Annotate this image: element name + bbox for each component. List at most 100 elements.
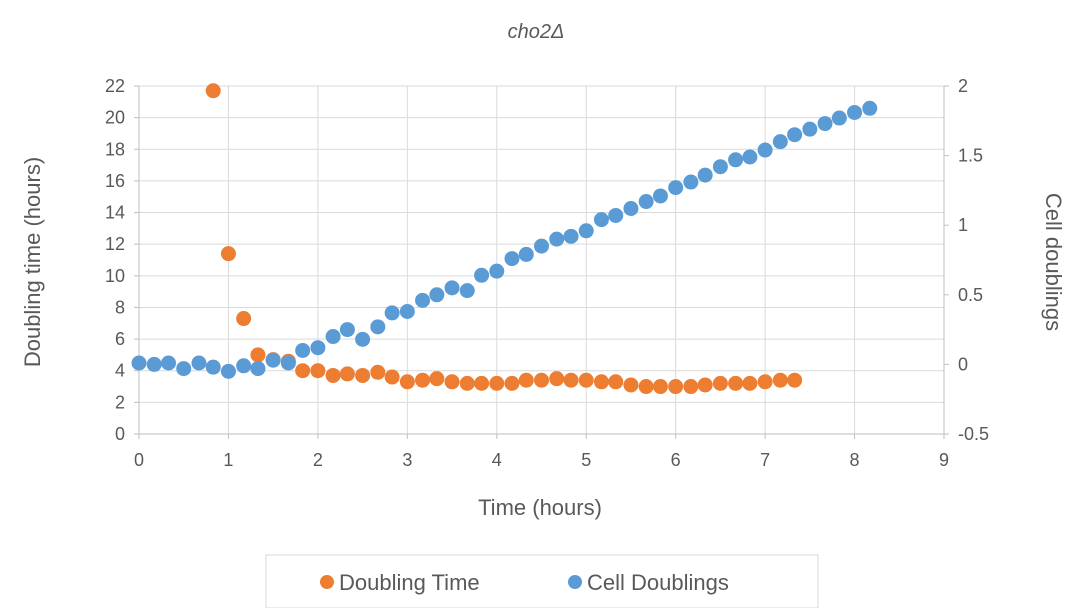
x-tick-label: 0 — [134, 450, 144, 470]
cell-doublings-point — [131, 355, 147, 371]
x-tick-label: 1 — [223, 450, 233, 470]
doubling-time-point — [712, 375, 728, 391]
doubling-time-point — [534, 372, 549, 388]
doubling-time-point — [772, 372, 788, 388]
cell-doublings-point — [549, 231, 565, 247]
doubling-time-point — [205, 83, 221, 99]
cell-doublings-point — [668, 180, 684, 196]
doubling-time-point — [757, 374, 773, 390]
series-doubling-time — [205, 83, 803, 395]
doubling-time-point — [638, 379, 654, 395]
y-tick-label: 2 — [115, 392, 125, 412]
y-tick-label: 20 — [105, 108, 125, 128]
doubling-time-point — [250, 347, 266, 363]
doubling-time-point — [474, 375, 490, 391]
cell-doublings-point — [712, 159, 728, 175]
cell-doublings-point — [504, 251, 520, 267]
cell-doublings-point — [787, 127, 803, 143]
cell-doublings-point — [444, 280, 460, 296]
x-axis-label: Time (hours) — [478, 495, 602, 520]
doubling-time-point — [563, 372, 579, 388]
series-layer — [131, 83, 878, 395]
doubling-time-point — [415, 372, 431, 388]
cell-doublings-point — [236, 358, 252, 374]
legend-marker-doubling-time — [320, 575, 334, 589]
doubling-time-point — [489, 375, 505, 391]
cell-doublings-point — [802, 121, 818, 137]
doubling-time-point — [652, 379, 668, 395]
cell-doublings-point — [772, 134, 788, 150]
cell-doublings-point — [847, 104, 863, 120]
cell-doublings-point — [593, 212, 609, 228]
doubling-time-point — [339, 366, 355, 382]
cell-doublings-point — [518, 246, 534, 262]
cell-doublings-point — [370, 319, 386, 335]
y-tick-label: 0 — [115, 424, 125, 444]
y2-tick-label: -0.5 — [958, 424, 989, 444]
cell-doublings-point — [652, 188, 668, 204]
cell-doublings-point — [728, 152, 744, 168]
cell-doublings-point — [757, 142, 773, 158]
cell-doublings-point — [191, 355, 207, 371]
cell-doublings-point — [638, 194, 654, 210]
legend-box — [265, 554, 819, 608]
doubling-time-point — [325, 367, 341, 383]
cell-doublings-point — [563, 228, 579, 244]
cell-doublings-point — [429, 287, 445, 303]
doubling-time-point — [608, 374, 624, 390]
y-tick-label: 14 — [105, 203, 125, 223]
doubling-time-point — [384, 369, 400, 385]
doubling-time-point — [518, 372, 534, 388]
y2-tick-label: 1.5 — [958, 146, 983, 166]
doubling-time-point — [504, 375, 520, 391]
y-tick-label: 16 — [105, 171, 125, 191]
cell-doublings-point — [489, 263, 505, 279]
doubling-time-point — [697, 377, 713, 393]
cell-doublings-point — [384, 305, 400, 321]
doubling-time-point — [310, 363, 326, 379]
y2-tick-label: 2 — [958, 76, 968, 96]
doubling-time-point — [295, 363, 311, 379]
x-tick-labels: 0 1 2 3 4 5 6 7 8 9 — [134, 450, 949, 470]
legend-marker-cell-doublings — [568, 575, 582, 589]
doubling-time-point — [742, 375, 758, 391]
doubling-time-point — [549, 371, 565, 387]
cell-doublings-point — [578, 223, 594, 239]
x-tick-label: 7 — [760, 450, 770, 470]
x-tick-label: 4 — [492, 450, 502, 470]
y2-tick-label: 0.5 — [958, 285, 983, 305]
cell-doublings-point — [459, 283, 475, 299]
doubling-time-point — [787, 372, 803, 388]
y-axis-label: Doubling time (hours) — [20, 157, 45, 367]
doubling-time-point — [370, 364, 386, 380]
y-tick-label: 6 — [115, 329, 125, 349]
cell-doublings-point — [608, 207, 624, 223]
doubling-time-point — [459, 375, 475, 391]
cell-doublings-point — [205, 359, 221, 375]
legend-label-cell-doublings: Cell Doublings — [587, 570, 729, 595]
y-tick-label: 22 — [105, 76, 125, 96]
chart-title: cho2Δ — [508, 21, 565, 43]
cell-doublings-point — [831, 110, 847, 126]
legend-label-doubling-time: Doubling Time — [339, 570, 480, 595]
cell-doublings-point — [310, 340, 326, 356]
y-tick-label: 8 — [115, 297, 125, 317]
cell-doublings-point — [623, 200, 639, 216]
cell-doublings-point — [325, 329, 341, 345]
cell-doublings-point — [862, 100, 878, 116]
y2-tick-label: 1 — [958, 215, 968, 235]
gridlines — [134, 85, 949, 439]
cell-doublings-point — [399, 304, 415, 320]
cell-doublings-point — [534, 238, 549, 254]
y-tick-label: 12 — [105, 234, 125, 254]
cell-doublings-point — [683, 174, 699, 190]
cell-doublings-point — [697, 167, 713, 183]
doubling-time-point — [623, 377, 639, 393]
doubling-time-point — [683, 379, 699, 395]
doubling-time-point — [429, 371, 445, 387]
legend: Doubling Time Cell Doublings — [265, 554, 819, 608]
doubling-time-point — [593, 374, 609, 390]
y2-tick-labels: -0.5 0 0.5 1 1.5 2 — [958, 76, 989, 444]
y-tick-label: 4 — [115, 361, 125, 381]
